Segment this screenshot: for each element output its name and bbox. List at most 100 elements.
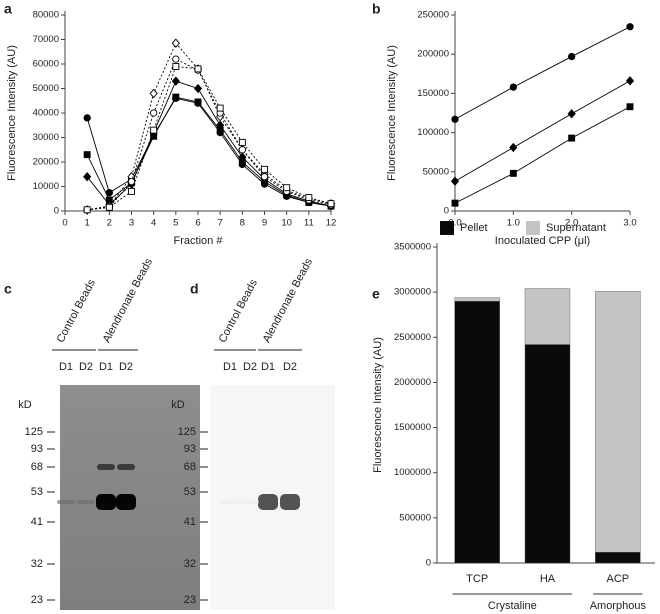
marker <box>509 169 517 177</box>
ladder-label: 68 <box>31 461 43 473</box>
y-tick-label: 1500000 <box>394 422 431 433</box>
gel-band <box>57 500 75 504</box>
marker <box>509 142 518 153</box>
y-tick-label: 70000 <box>33 34 59 45</box>
x-tick-label: 11 <box>304 218 314 229</box>
y-tick-label: 150000 <box>417 88 449 99</box>
legend-label: Supernatant <box>546 222 606 234</box>
marker <box>194 65 202 73</box>
lane-label: D2 <box>243 361 257 373</box>
ladder-label: 53 <box>31 486 43 498</box>
marker <box>150 109 158 117</box>
lane-label: D2 <box>283 361 297 373</box>
marker <box>625 76 635 86</box>
marker <box>127 177 136 186</box>
x-tick-label: 3 <box>129 218 134 229</box>
lane-group-label: Control Beads <box>55 277 99 345</box>
series-line <box>87 42 332 211</box>
ladder-label: 32 <box>31 558 43 570</box>
x-tick-label: 1 <box>85 218 90 229</box>
y-axis-title: Fluorescence Intensity (AU) <box>6 45 18 181</box>
x-tick-label: 5 <box>173 218 178 229</box>
lane-group-label: Control Beads <box>217 277 261 345</box>
x-tick-label: 3.0 <box>623 218 636 229</box>
y-tick-label: 40000 <box>33 108 59 119</box>
y-axis-title: Fluorescence Intensity (AU) <box>372 337 384 473</box>
x-tick-label: TCP <box>466 573 488 585</box>
gel-band <box>116 494 136 510</box>
lane-group-label: Alendronate Beads <box>261 256 316 345</box>
gel-band <box>241 500 259 504</box>
legend-swatch <box>440 221 454 235</box>
marker <box>626 103 634 111</box>
marker <box>83 114 91 122</box>
x-tick-label: 4 <box>151 218 156 229</box>
marker <box>216 104 224 112</box>
bar-segment <box>454 297 500 302</box>
lane-label: D1 <box>261 361 275 373</box>
x-tick-label: 7 <box>218 218 223 229</box>
series-line <box>87 65 332 211</box>
marker <box>238 152 247 162</box>
marker <box>150 126 158 134</box>
lane-label: D1 <box>223 361 237 373</box>
ladder-label: 125 <box>178 426 196 438</box>
y-tick-label: 0 <box>444 206 449 217</box>
x-tick-label: 1.0 <box>507 218 520 229</box>
lane-label: D2 <box>79 361 93 373</box>
marker <box>451 199 459 207</box>
marker <box>83 172 92 182</box>
marker <box>193 83 203 94</box>
marker <box>450 176 460 186</box>
marker <box>128 187 135 195</box>
y-tick-label: 50000 <box>423 166 449 177</box>
y-tick-label: 80000 <box>33 10 59 21</box>
series-line <box>454 26 631 120</box>
gel-band <box>77 500 95 504</box>
gel-band <box>280 494 300 510</box>
series-line <box>454 80 631 182</box>
bar-segment <box>524 344 571 564</box>
ladder-label: 41 <box>184 516 196 528</box>
gel-band <box>96 494 116 510</box>
marker <box>238 138 246 146</box>
unit-label: kD <box>18 399 32 411</box>
y-tick-label: 30000 <box>33 132 59 143</box>
x-tick-label: 10 <box>281 218 292 229</box>
marker <box>260 173 269 181</box>
bar-segment <box>454 300 500 564</box>
marker <box>83 151 91 159</box>
x-axis-title: Inoculated CPP (μl) <box>495 235 590 247</box>
panel-label: e <box>372 286 380 302</box>
marker <box>327 200 335 208</box>
gel-band <box>117 464 135 470</box>
marker <box>238 146 246 154</box>
marker <box>171 38 180 48</box>
y-tick-label: 0 <box>54 206 59 217</box>
marker <box>171 76 180 86</box>
marker <box>216 120 225 130</box>
ladder-label: 93 <box>31 443 43 455</box>
marker <box>305 194 313 201</box>
bar-segment <box>595 291 641 553</box>
y-tick-label: 1000000 <box>394 467 431 478</box>
marker <box>568 52 576 61</box>
y-tick-label: 10000 <box>33 181 59 192</box>
lane-label: D2 <box>119 361 133 373</box>
y-tick-label: 2000000 <box>394 377 431 388</box>
group-label: Crystaline <box>488 600 537 612</box>
group-label: Amorphous <box>590 600 647 612</box>
y-tick-label: 250000 <box>417 10 449 21</box>
unit-label: kD <box>171 399 185 411</box>
y-tick-label: 50000 <box>33 83 59 94</box>
bar-segment <box>595 551 641 564</box>
ladder-label: 23 <box>31 594 43 606</box>
marker <box>626 23 634 31</box>
x-tick-label: 6 <box>195 218 200 229</box>
y-tick-label: 20000 <box>33 157 59 168</box>
marker <box>105 203 113 211</box>
marker <box>509 83 517 91</box>
x-tick-label: HA <box>540 573 556 585</box>
series-line <box>454 106 631 204</box>
